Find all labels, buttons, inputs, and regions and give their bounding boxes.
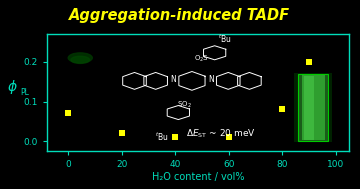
Text: N: N: [170, 75, 176, 84]
Point: [172, 136, 178, 139]
Text: PL: PL: [21, 88, 30, 97]
Text: O$_2$S: O$_2$S: [194, 53, 208, 64]
X-axis label: H₂O content / vol%: H₂O content / vol%: [152, 172, 244, 182]
Bar: [298, 74, 328, 141]
Point: [279, 108, 285, 111]
Text: N: N: [208, 75, 213, 84]
Point: [65, 112, 71, 115]
Point: [306, 60, 312, 63]
Point: [119, 132, 125, 135]
Bar: [304, 76, 314, 140]
Text: $\phi$: $\phi$: [7, 78, 17, 96]
Text: Aggregation-induced TADF: Aggregation-induced TADF: [69, 8, 291, 22]
Text: $^t$Bu: $^t$Bu: [218, 33, 232, 45]
Text: SO$_2$: SO$_2$: [177, 100, 192, 110]
Point: [226, 136, 231, 139]
Bar: [302, 74, 325, 140]
Ellipse shape: [68, 53, 92, 63]
Text: $^t$Bu: $^t$Bu: [155, 131, 168, 143]
Ellipse shape: [71, 56, 90, 64]
Bar: [294, 73, 332, 143]
Text: $\Delta E_{\mathrm{ST}}$ ~ 20 meV: $\Delta E_{\mathrm{ST}}$ ~ 20 meV: [186, 127, 256, 140]
